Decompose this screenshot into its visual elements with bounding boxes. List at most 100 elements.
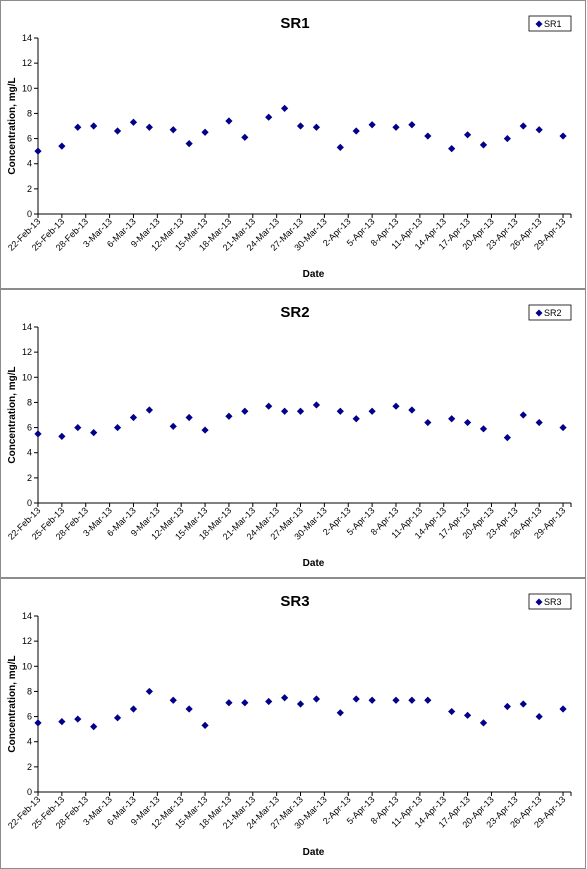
data-point — [296, 700, 305, 708]
data-point — [201, 721, 209, 729]
data-point — [169, 422, 177, 430]
data-point — [424, 696, 432, 704]
data-point — [408, 121, 416, 129]
y-tick-label: 6 — [27, 423, 32, 433]
legend-marker — [535, 598, 543, 606]
data-point — [129, 118, 138, 126]
data-point — [352, 415, 360, 423]
data-point — [225, 117, 233, 125]
x-axis-title: Date — [303, 847, 325, 858]
data-point — [185, 413, 193, 422]
data-point — [145, 687, 153, 696]
data-point — [169, 126, 177, 134]
legend-box — [528, 593, 572, 610]
y-tick-label: 10 — [22, 372, 32, 382]
data-point — [185, 140, 193, 148]
y-tick-label: 2 — [27, 762, 32, 772]
data-point — [296, 122, 305, 130]
legend: SR2 — [528, 304, 572, 321]
data-point — [448, 415, 456, 423]
data-point — [265, 697, 273, 706]
y-tick-label: 4 — [27, 448, 32, 458]
y-tick-label: 10 — [22, 83, 32, 93]
y-axis-title: Concentration, mg/L — [7, 655, 18, 752]
data-point — [312, 695, 321, 703]
data-point — [185, 705, 193, 713]
data-point — [448, 707, 456, 716]
x-axis-title: Date — [303, 269, 325, 280]
data-point — [74, 423, 82, 432]
data-point — [90, 122, 98, 130]
data-point — [392, 123, 400, 131]
data-point — [58, 432, 66, 440]
data-point — [535, 418, 543, 427]
y-tick-label: 8 — [27, 108, 32, 118]
legend-label: SR3 — [544, 597, 562, 607]
data-point — [424, 418, 432, 427]
y-axis-title: Concentration, mg/L — [7, 366, 18, 463]
data-point — [34, 719, 42, 727]
y-tick-label: 4 — [27, 159, 32, 169]
data-point — [145, 406, 153, 414]
data-point — [368, 121, 376, 129]
y-tick-label: 12 — [22, 58, 32, 68]
y-axis-title: Concentration, mg/L — [7, 77, 18, 174]
y-tick-label: 12 — [22, 636, 32, 646]
y-tick-label: 10 — [22, 661, 32, 671]
data-point — [201, 426, 209, 434]
y-tick-label: 0 — [27, 209, 32, 219]
data-point — [503, 702, 511, 711]
chart-title: SR1 — [280, 15, 309, 32]
data-point — [463, 131, 472, 139]
data-point — [241, 407, 249, 415]
x-axis-title: Date — [303, 558, 325, 569]
data-point — [281, 104, 289, 112]
data-point — [479, 425, 488, 433]
legend: SR1 — [528, 15, 572, 32]
data-point — [392, 696, 400, 704]
data-point — [535, 126, 543, 134]
data-point — [281, 694, 289, 702]
data-point — [241, 133, 249, 141]
y-tick-label: 8 — [27, 686, 32, 696]
data-point — [34, 430, 42, 438]
legend-label: SR2 — [544, 308, 562, 318]
data-point — [90, 429, 98, 437]
data-point — [58, 142, 66, 150]
y-tick-label: 0 — [27, 498, 32, 508]
legend-label: SR1 — [544, 19, 562, 29]
data-point — [463, 711, 472, 719]
data-point — [129, 705, 138, 713]
data-point — [336, 143, 344, 151]
data-point — [145, 123, 153, 131]
data-point — [34, 147, 42, 155]
data-point — [503, 434, 511, 442]
data-point — [336, 709, 344, 717]
legend-marker — [535, 309, 543, 317]
data-point — [479, 141, 488, 149]
data-point — [113, 127, 122, 135]
data-point — [312, 123, 321, 131]
data-point — [392, 402, 400, 410]
data-point — [58, 718, 66, 726]
data-point — [312, 401, 321, 409]
data-point — [408, 696, 416, 704]
data-point — [559, 423, 567, 432]
data-point — [368, 407, 376, 415]
y-tick-label: 2 — [27, 473, 32, 483]
y-tick-label: 8 — [27, 397, 32, 407]
legend-box — [528, 304, 572, 321]
data-point — [74, 123, 82, 131]
y-tick-label: 4 — [27, 737, 32, 747]
legend-marker — [535, 20, 543, 28]
data-point — [448, 145, 456, 153]
data-point — [113, 714, 122, 722]
legend: SR3 — [528, 593, 572, 610]
data-point — [129, 413, 138, 422]
data-point — [368, 696, 376, 704]
data-point — [113, 423, 122, 432]
data-point — [463, 418, 472, 427]
